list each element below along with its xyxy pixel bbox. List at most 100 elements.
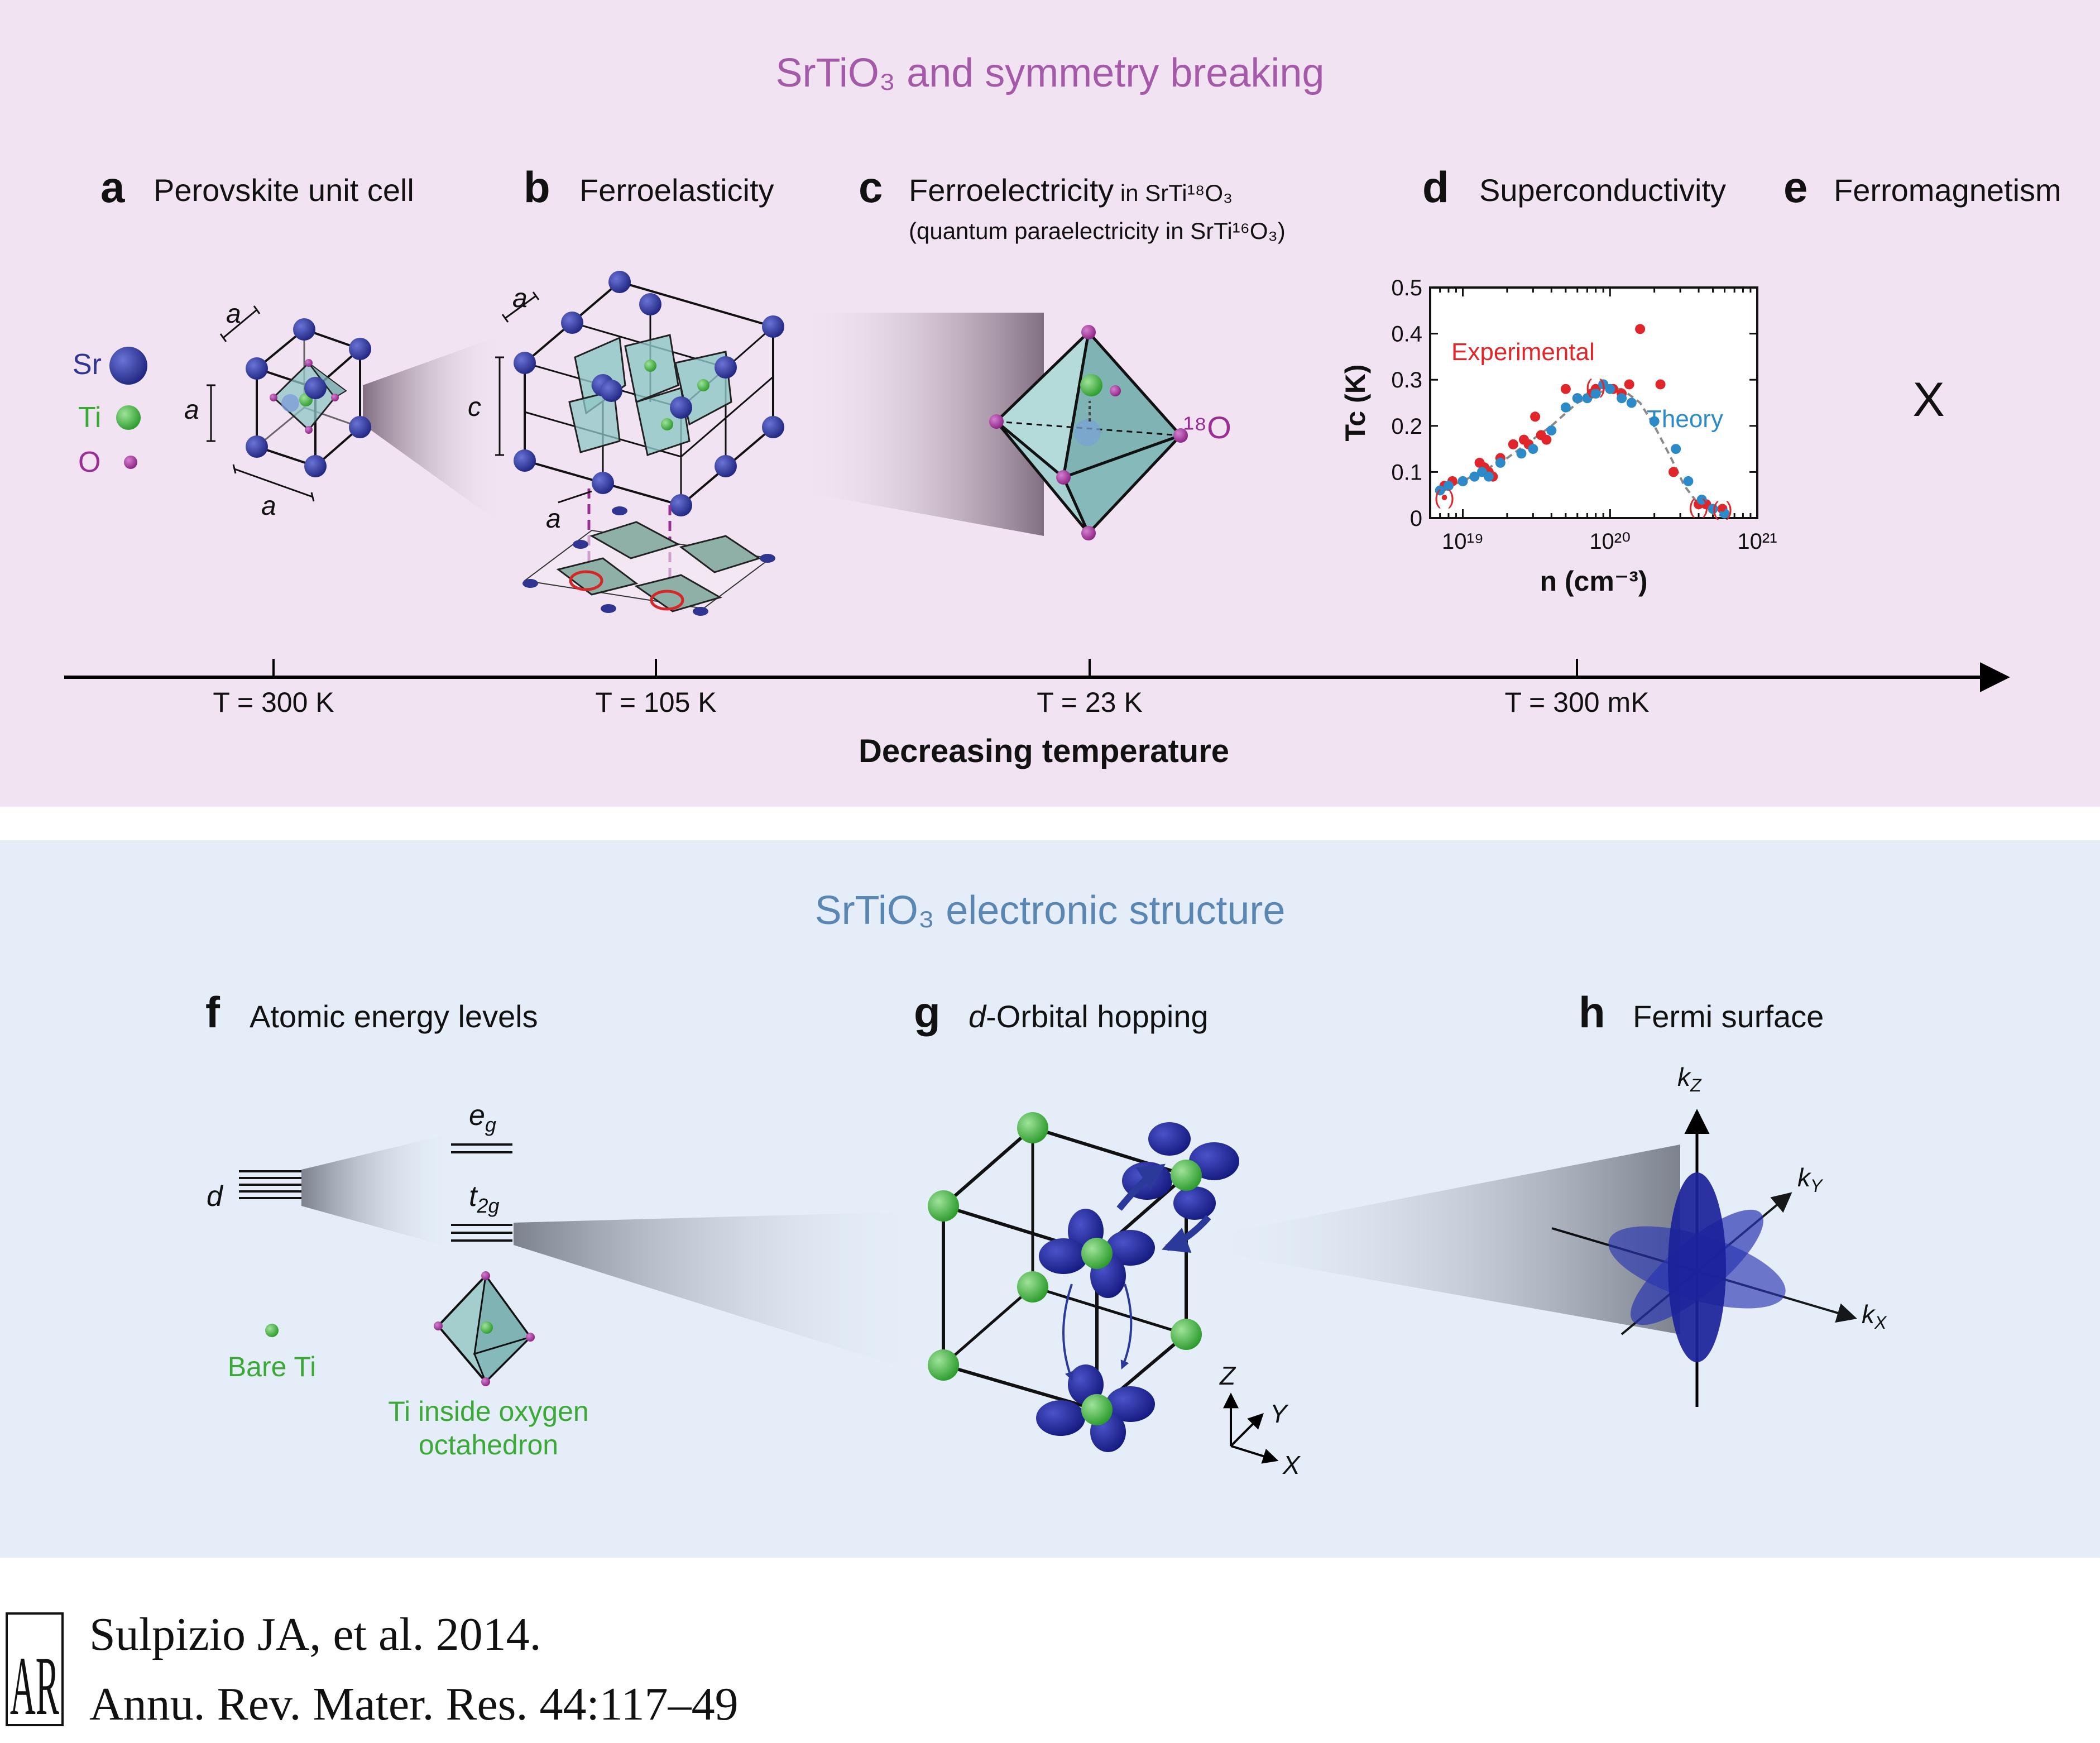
ferroelastic-supercell-diagram — [495, 271, 784, 616]
kx-axis-label: kX — [1862, 1300, 1887, 1333]
axis-y-label: Y — [1270, 1399, 1289, 1428]
timeline-axis-label: Decreasing temperature — [859, 733, 1229, 769]
section-letter: b — [524, 162, 550, 212]
data-point — [1671, 444, 1681, 454]
data-point — [1483, 471, 1494, 482]
atom-legend: Sr Ti O — [73, 347, 147, 478]
top-panel-title: SrTiO₃ and symmetry breaking — [776, 51, 1325, 95]
svg-text:d-Orbital hopping: d-Orbital hopping — [969, 999, 1209, 1034]
section-letter: h — [1579, 988, 1605, 1037]
section-a-heading: a Perovskite unit cell — [100, 162, 414, 212]
bare-ti-atom-icon — [265, 1324, 279, 1337]
data-point — [1546, 425, 1557, 436]
bracket-annotation: (•) — [1585, 375, 1606, 398]
data-point — [1457, 476, 1468, 486]
section-label: -Orbital hopping — [986, 999, 1208, 1034]
data-point — [1719, 508, 1730, 519]
lattice-a-label-lower: a — [546, 504, 561, 534]
zoom-beam-a-b — [363, 335, 502, 525]
section-e-heading: e Ferromagnetism — [1783, 162, 2061, 212]
data-point — [1435, 485, 1445, 496]
section-letter: f — [205, 988, 220, 1037]
data-point — [1541, 434, 1552, 445]
y-tick-label: 0 — [1410, 506, 1422, 531]
bracket-annotation: (•) — [1689, 495, 1709, 518]
data-point — [1572, 393, 1583, 404]
ferromagnetism-x-mark: X — [1912, 373, 1944, 427]
data-point — [1649, 416, 1660, 427]
section-label: Perovskite unit cell — [154, 173, 414, 208]
ky-subscript: Y — [1810, 1176, 1824, 1196]
bracket-annotation: (•) — [1712, 497, 1733, 520]
bottom-panel-title: SrTiO₃ electronic structure — [815, 888, 1286, 933]
eg-subscript: g — [485, 1113, 496, 1136]
x-axis-label: n (cm⁻³) — [1540, 566, 1647, 597]
kz-k: k — [1677, 1062, 1691, 1091]
section-letter: d — [1422, 162, 1449, 212]
section-label: Fermi surface — [1633, 999, 1824, 1034]
x-tick-label: 10²¹ — [1737, 529, 1777, 554]
section-label: Ferroelasticity — [579, 173, 774, 208]
section-c-heading: c Ferroelectricity in SrTi¹⁸O₃ (quantum … — [859, 162, 1286, 244]
timeline-tick-300mk: T = 300 mK — [1505, 687, 1650, 718]
zoom-beam-t2g-lattice — [514, 1212, 921, 1373]
section-letter: c — [859, 162, 883, 212]
data-point — [1530, 411, 1541, 422]
timeline-tick-300k: T = 300 K — [213, 687, 334, 718]
y-tick-label: 0.4 — [1391, 322, 1422, 347]
section-label: Atomic energy levels — [250, 999, 538, 1034]
xyz-axes-icon — [1223, 1392, 1279, 1464]
data-point — [1669, 467, 1679, 477]
ti-octahedron-label-line1: Ti inside oxygen — [388, 1396, 588, 1427]
data-point — [1443, 481, 1454, 491]
zoom-beam-b-c — [798, 313, 1044, 536]
legend-o-label: O — [78, 446, 100, 478]
section-label: Superconductivity — [1479, 173, 1726, 208]
y-tick-label: 0.1 — [1391, 460, 1422, 485]
legend-theory: Theory — [1647, 405, 1723, 433]
data-point — [1655, 379, 1666, 390]
x-tick-label: 10²⁰ — [1589, 529, 1631, 554]
data-point — [1560, 384, 1571, 394]
section-label: Ferromagnetism — [1834, 173, 2061, 208]
lattice-a-label: a — [512, 284, 528, 313]
sr-atom-icon — [109, 347, 147, 385]
d-level-label: d — [207, 1180, 224, 1213]
kx-subscript: X — [1874, 1313, 1887, 1333]
ti-atom-icon — [116, 405, 141, 430]
data-point — [1635, 324, 1646, 334]
section-sublabel: (quantum paraelectricity in SrTi¹⁶O₃) — [909, 218, 1286, 244]
section-letter: a — [100, 162, 125, 212]
data-point — [1590, 388, 1601, 399]
y-tick-label: 0.3 — [1391, 368, 1422, 392]
section-letter: e — [1783, 162, 1807, 212]
data-point — [1508, 439, 1518, 449]
data-point — [1605, 384, 1615, 394]
series-theory — [1435, 379, 1730, 519]
legend-sr-label: Sr — [73, 348, 102, 381]
data-point — [1708, 504, 1718, 514]
t2g-level-label: t2g — [469, 1180, 500, 1217]
atomic-energy-levels-diagram — [239, 1143, 512, 1242]
d-orbital-hopping-diagram — [928, 1112, 1239, 1452]
ti-octahedron-small-diagram — [434, 1271, 535, 1386]
ky-axis-label: kY — [1797, 1163, 1824, 1196]
bracket-annotation: (•) — [1434, 486, 1455, 509]
logo-text: AR — [10, 1640, 59, 1732]
section-label: Ferroelectricity — [909, 173, 1114, 208]
lattice-c-label: c — [468, 392, 481, 422]
eg-main: e — [469, 1099, 485, 1132]
temperature-timeline: T = 300 K T = 105 K T = 23 K T = 300 mK … — [64, 659, 2010, 769]
data-point — [1516, 448, 1527, 459]
section-h-heading: h Fermi surface — [1579, 988, 1824, 1037]
section-label-suffix: in SrTi¹⁸O₃ — [1114, 180, 1233, 206]
section-g-heading: g d-Orbital hopping — [914, 988, 1209, 1037]
lattice-a-label-bottom: a — [261, 491, 276, 521]
data-point — [1495, 457, 1506, 468]
x-tick-label: 10¹⁹ — [1442, 529, 1484, 554]
section-letter: g — [914, 988, 941, 1037]
eg-level-label: eg — [469, 1099, 496, 1136]
section-label-prefix: d — [969, 999, 987, 1034]
